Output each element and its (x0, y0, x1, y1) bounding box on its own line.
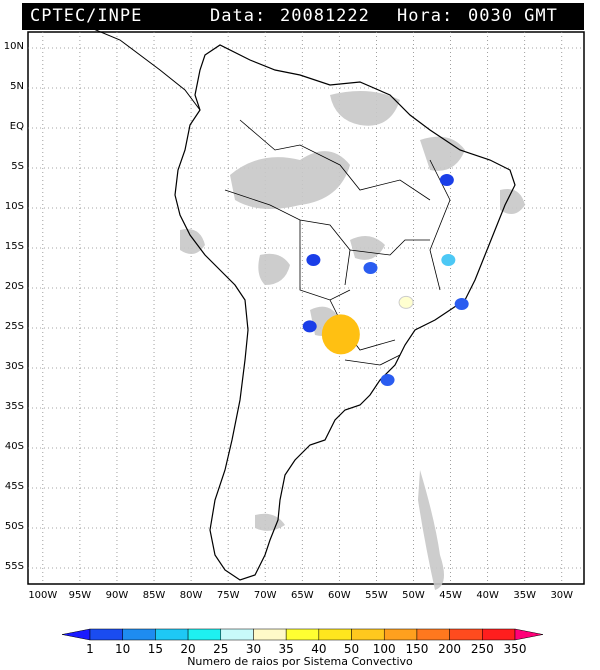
lat-label: EQ (9, 121, 24, 132)
lon-label: 70W (253, 590, 277, 601)
storm-cell (454, 298, 469, 310)
south-america-outline (174, 44, 516, 581)
colorbar-segment (482, 628, 516, 641)
colorbar-tick-label: 250 (470, 642, 494, 656)
colorbar-segment (383, 628, 418, 641)
storm-cell (363, 262, 378, 274)
lon-label: 30W (550, 590, 574, 601)
colorbar-tick-label: 30 (245, 642, 262, 656)
colorbar-tick-label: 15 (147, 642, 164, 656)
lon-label: 65W (290, 590, 314, 601)
map-frame (27, 31, 585, 585)
lat-label: 50S (4, 521, 24, 532)
colorbar-segment (253, 628, 287, 641)
colorbar-arrow-right (514, 628, 544, 641)
map-header: CPTEC/INPE Data: 20081222 Hora: 0030 GMT (22, 3, 584, 30)
colorbar-segment (89, 628, 123, 641)
colorbar-tick-label: 20 (180, 642, 196, 656)
lon-label: 50W (402, 590, 425, 601)
colorbar-arrow-left (61, 628, 91, 641)
colorbar-tick-label: 35 (278, 642, 294, 656)
colorbar-tick-label: 100 (372, 642, 396, 656)
lat-label: 35S (4, 401, 24, 412)
storm-cell (398, 295, 414, 309)
colorbar-tick-label: 1 (86, 642, 94, 656)
storm-cell (439, 174, 454, 186)
colorbar-segment (155, 628, 189, 641)
lat-lon-grid (28, 32, 584, 584)
hour-label: Hora: (397, 6, 454, 26)
legend-title: Numero de raios por Sistema Convectivo (187, 655, 413, 668)
colorbar-segment (318, 628, 352, 641)
colorbar-tick-label: 40 (311, 642, 327, 656)
lat-label: 40S (4, 441, 24, 452)
colorbar-segment (220, 628, 254, 641)
lat-label: 20S (4, 281, 24, 292)
storm-cell (302, 320, 317, 333)
lon-label: 75W (216, 590, 240, 601)
lat-label: 5S (11, 161, 24, 172)
storm-cell (321, 314, 360, 355)
colorbar-segment (122, 628, 156, 641)
storm-cell (441, 254, 456, 266)
lon-label: 60W (328, 590, 351, 601)
lon-label: 90W (105, 590, 129, 601)
lat-label: 30S (4, 361, 24, 372)
lat-label: 45S (4, 481, 24, 492)
colorbar-tick-label: 50 (343, 642, 360, 656)
lat-label: 55S (4, 561, 24, 572)
colorbar-segment (449, 628, 483, 641)
date-value: 20081222 (280, 6, 370, 26)
colorbar-tick-label: 350 (503, 642, 527, 656)
lon-label: 80W (179, 590, 203, 601)
lat-label: 10N (3, 41, 24, 52)
colorbar-tick-label: 200 (438, 642, 462, 656)
hour-value: 0030 GMT (468, 6, 558, 26)
colorbar-segment (351, 628, 385, 641)
storm-cell (306, 254, 321, 266)
lon-label: 100W (28, 590, 58, 601)
colorbar-tick-label: 25 (213, 642, 229, 656)
source-label: CPTEC/INPE (30, 6, 143, 26)
lon-label: 85W (142, 590, 166, 601)
colorbar-tick-label: 10 (115, 642, 131, 656)
cloud-cover (180, 91, 525, 590)
lat-label: 15S (4, 241, 24, 252)
colorbar-segment (285, 628, 320, 641)
lon-label: 45W (439, 590, 462, 601)
lat-label: 5N (10, 81, 24, 92)
storm-cells (302, 174, 469, 386)
lon-label: 55W (365, 590, 388, 601)
date-label: Data: (210, 6, 267, 26)
lon-label: 95W (68, 590, 92, 601)
lon-label: 40W (476, 590, 499, 601)
lon-label: 35W (513, 590, 536, 601)
lat-label: 10S (4, 201, 24, 212)
colorbar-tick-label: 150 (405, 642, 429, 656)
colorbar-segment (187, 628, 222, 641)
colorbar-segment (416, 628, 450, 641)
lat-label: 25S (4, 321, 24, 332)
storm-cell (380, 374, 395, 386)
